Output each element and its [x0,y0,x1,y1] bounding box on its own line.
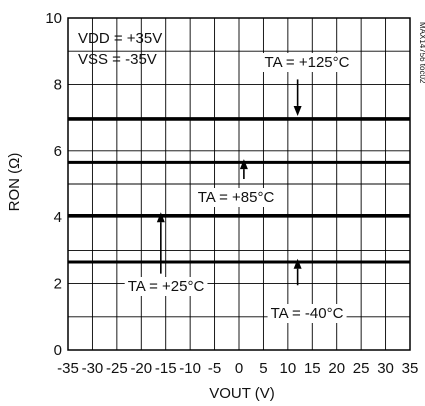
x-tick-label: -5 [208,360,221,377]
annotation-arrow-head [293,105,302,116]
annotation-label-bg [124,277,208,296]
annotation-label: TA = +85°C [198,189,275,206]
gridlines [67,17,411,351]
plot-frame [67,17,411,351]
condition-vss: VSS = -35V [78,51,157,68]
annotation-label: TA = +125°C [265,54,350,71]
y-tick-label: 2 [54,276,62,293]
annotation-label-bg [261,53,353,72]
annotation-label: TA = -40°C [271,305,344,322]
series-lines [68,117,410,264]
annotation-label: TA = +25°C [128,278,205,295]
x-tick-label: -10 [179,360,201,377]
x-tick-label: 15 [304,360,321,377]
x-axis-title: VOUT (V) [209,385,275,402]
annotation-label-bg [194,188,278,207]
tick-labels: -35 -30 -25 -20 -15 -10 -5 0 5 10 15 20 25 30 35024681… [45,10,418,377]
y-tick-label: 0 [54,342,62,359]
condition-vdd: VDD = +35V [78,30,162,47]
annotation-arrow-head [239,159,248,170]
y-tick-label: 6 [54,143,62,160]
y-tick-label: 4 [54,209,62,226]
x-tick-label: -15 [155,360,177,377]
x-tick-label: 5 [259,360,267,377]
y-tick-label: 8 [54,76,62,93]
x-tick-label: -30 [82,360,104,377]
annotation-arrow-head [156,212,165,223]
x-tick-label: 20 [328,360,345,377]
annotation-arrow-head [293,258,302,269]
x-tick-label: -20 [130,360,152,377]
y-tick-label: 10 [45,10,62,27]
x-tick-label: 35 [402,360,419,377]
x-tick-label: -35 [57,360,79,377]
x-tick-label: -25 [106,360,128,377]
annotation-label-bg [267,304,347,323]
part-number-label: MAX14756 toc02 [418,22,425,84]
y-axis-title: RON (Ω) [6,153,23,212]
x-tick-label: 0 [235,360,243,377]
x-tick-label: 10 [280,360,297,377]
x-tick-label: 30 [377,360,394,377]
x-tick-label: 25 [353,360,370,377]
annotations: TA = +125°C TA = +85°C TA = +25°C TA = -40°… [124,53,353,323]
